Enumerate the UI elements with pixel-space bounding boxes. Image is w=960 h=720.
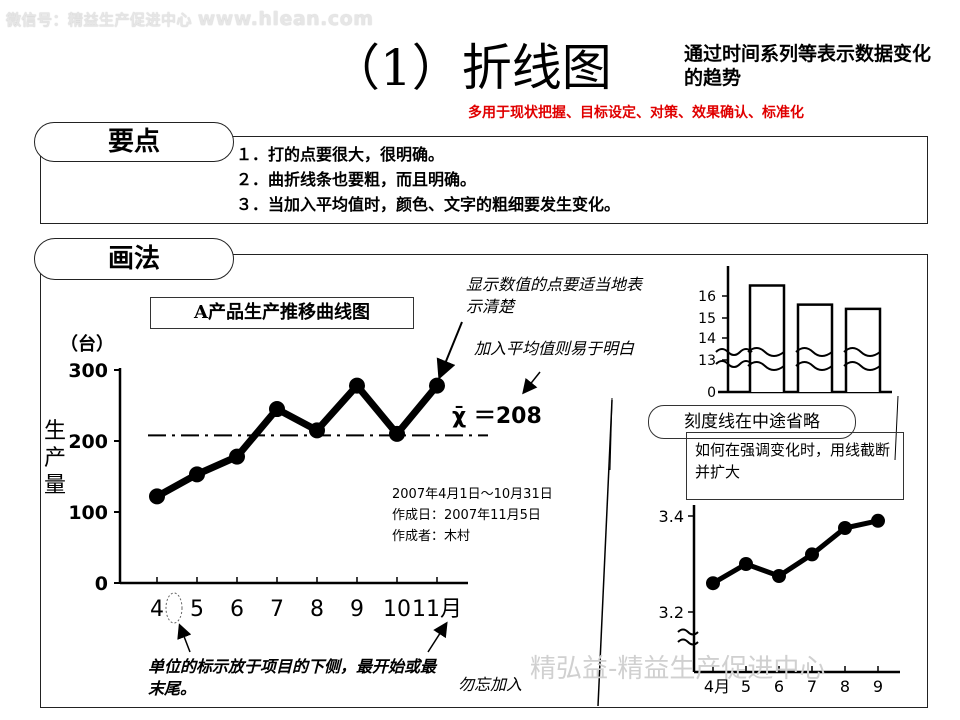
info-period: 2007年4月1日～10月31日 [392, 487, 553, 502]
page-title: （1）折线图 [330, 39, 612, 97]
arrow-unit-end [427, 621, 448, 653]
bar-y-tick-label: 15 [698, 311, 716, 327]
zoom-x-tick-label: 4月 [704, 677, 730, 696]
key-point-item: １．打的点要很大，很明确。 [236, 145, 445, 164]
key-point-item: ３．当加入平均值时，颜色、文字的粗细要发生变化。 [236, 195, 621, 214]
watermark-url: www.hlean.com [197, 8, 374, 30]
main-y-tick-label: 300 [68, 360, 108, 382]
watermark-bottom: 精弘益-精益生产促进中心 [530, 654, 826, 684]
key-points-list: １．打的点要很大，很明确。 ２．曲折线条也要粗，而且明确。 ３．当加入平均值时，… [236, 142, 620, 217]
usage-note: 多用于现状把握、目标设定、对策、效果确认、标准化 [468, 105, 804, 121]
bar-y-tick-label: 0 [707, 385, 716, 401]
main-chart-title: A产品生产推移曲线图 [150, 297, 414, 329]
average-label: χ̄ ＝208 [452, 404, 542, 429]
page-subtitle: 通过时间系列等表示数据变化的趋势 [684, 43, 932, 89]
main-data-point [429, 377, 445, 394]
key-point-item: ２．曲折线条也要粗，而且明确。 [236, 170, 477, 189]
main-data-point [349, 377, 365, 394]
zoom-line-chart: 3.2 3.4 4月 5 6 7 8 9 [659, 505, 900, 696]
key-points-box [40, 136, 928, 224]
main-data-point [149, 488, 165, 505]
main-x-tick-label: 11月 [412, 597, 462, 622]
y-axis-label: 生产量 [44, 419, 67, 498]
arrow-points [436, 321, 463, 380]
unit-label: （台） [60, 334, 114, 355]
bar-y-tick-label: 14 [698, 331, 716, 347]
main-data-point [309, 422, 325, 439]
bar [844, 307, 882, 392]
zoom-data-point [739, 557, 753, 571]
main-y-tick-label: 200 [68, 431, 108, 453]
bar [748, 284, 786, 392]
main-data-point [389, 425, 405, 442]
zoom-x-tick-label: 9 [873, 677, 883, 696]
main-data-point [189, 466, 205, 483]
zoom-x-tick-label: 8 [840, 677, 850, 696]
info-created-date: 作成日：2007年11月5日 [392, 508, 541, 523]
scale-omit-label: 刻度线在中途省略 [648, 405, 856, 439]
main-chart: 0 100 200 300 4 5 6 7 8 9 10 11月 [68, 360, 488, 622]
zoom-y-tick-label: 3.4 [659, 507, 684, 526]
zoom-data-point [706, 576, 720, 591]
chart-info: 2007年4月1日～10月31日 作成日：2007年11月5日 作成者：木村 [392, 484, 553, 547]
main-x-tick-label: 9 [350, 597, 364, 622]
zoom-data-point [772, 569, 786, 583]
zoom-x-tick-label: 5 [741, 677, 751, 696]
main-x-tick-label: 7 [270, 597, 284, 622]
method-box [40, 254, 928, 708]
zoom-x-tick-label: 6 [774, 677, 784, 696]
method-label: 画法 [34, 238, 234, 280]
unit-highlight-ellipse [165, 592, 183, 624]
emphasize-note: 如何在强调变化时，用线截断并扩大 [686, 432, 904, 500]
main-y-tick-label: 100 [68, 502, 108, 524]
note-dont-forget: 勿忘加入 [458, 675, 523, 694]
main-x-tick-label: 4 [150, 597, 164, 622]
zoom-series-line [711, 518, 879, 586]
key-points-label: 要点 [34, 122, 234, 162]
zoom-x-tick-label: 7 [807, 677, 817, 696]
zoom-data-point [805, 547, 819, 562]
bar-y-tick-label: 16 [698, 289, 716, 305]
zoom-data-point [838, 521, 852, 535]
main-y-tick-label: 0 [95, 573, 108, 595]
arrow-unit-start [177, 623, 192, 653]
note-unit-position: 单位的标示放于项目的下侧，最开始或最末尾。 [148, 657, 437, 698]
bar-chart: 0 13 14 15 16 [698, 266, 892, 401]
main-x-tick-label: 8 [310, 597, 324, 622]
bar-y-tick-label: 13 [698, 353, 716, 369]
arrow-average [522, 371, 541, 395]
watermark-prefix: 微信号：精益生产促进中心 [6, 11, 193, 29]
note-points-clear: 显示数值的点要适当地表示清楚 [466, 275, 643, 316]
zoom-y-tick-label: 3.2 [659, 603, 684, 622]
main-data-point [269, 401, 285, 418]
note-average-easy: 加入平均值则易于明白 [474, 339, 635, 358]
watermark-top: 微信号：精益生产促进中心 www.hlean.com [6, 8, 374, 30]
main-data-point [229, 448, 245, 465]
zoom-data-point [871, 513, 885, 528]
main-x-tick-label: 10 [383, 597, 411, 622]
info-author: 作成者：木村 [392, 529, 471, 544]
main-x-tick-label: 5 [190, 597, 204, 622]
main-x-tick-label: 6 [230, 597, 244, 622]
